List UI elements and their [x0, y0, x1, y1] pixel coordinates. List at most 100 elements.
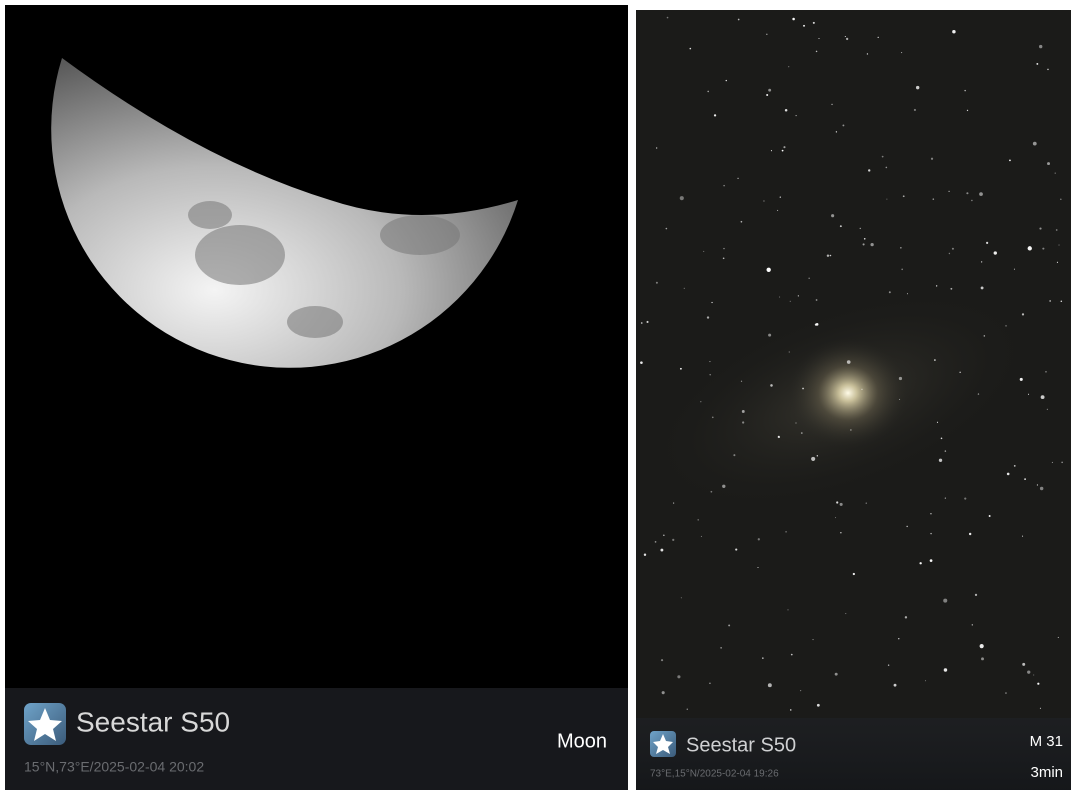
brand: Seestar S50: [686, 734, 796, 756]
star: [1049, 300, 1051, 302]
star: [835, 517, 836, 518]
star: [816, 51, 818, 53]
star: [1007, 473, 1010, 476]
star: [1047, 69, 1049, 71]
star: [899, 399, 900, 400]
star: [934, 359, 936, 361]
star: [1009, 160, 1011, 162]
star: [1005, 692, 1007, 694]
star: [842, 124, 844, 126]
star: [737, 178, 738, 179]
star: [907, 293, 908, 294]
star: [656, 282, 658, 284]
star: [1047, 409, 1048, 410]
star: [660, 549, 663, 552]
star: [757, 567, 758, 568]
star: [792, 18, 795, 21]
star: [684, 288, 685, 289]
star: [1042, 248, 1044, 250]
star: [903, 195, 905, 197]
star: [994, 251, 997, 254]
star: [850, 429, 851, 430]
star: [906, 526, 907, 527]
star: [836, 131, 837, 132]
star: [795, 422, 796, 423]
star: [681, 597, 682, 598]
star: [726, 80, 727, 81]
star: [1040, 708, 1041, 709]
star: [661, 659, 663, 661]
star: [801, 432, 803, 434]
star: [742, 421, 744, 423]
star: [710, 491, 712, 493]
star: [840, 225, 842, 227]
star: [720, 647, 721, 648]
star: [714, 114, 716, 116]
star: [1014, 465, 1016, 467]
location-time: 15°N,73°E/2025-02-04 20:02: [24, 759, 204, 775]
star: [667, 17, 669, 19]
star: [919, 562, 921, 564]
star: [782, 150, 784, 152]
star: [901, 269, 903, 271]
star: [1040, 487, 1043, 490]
star: [1024, 478, 1026, 480]
star: [640, 361, 643, 364]
star: [722, 485, 725, 488]
star: [827, 255, 829, 257]
star: [680, 368, 682, 370]
star: [901, 52, 902, 53]
star: [948, 191, 949, 192]
collage: Seestar S50 15°N,73°E/2025-02-04 20:02 M…: [0, 0, 1071, 790]
star: [791, 654, 793, 656]
exposure: 3min: [1030, 764, 1063, 781]
star: [969, 533, 971, 535]
star: [925, 680, 926, 681]
star: [950, 288, 952, 290]
star: [788, 66, 789, 67]
star: [886, 199, 887, 200]
star: [742, 410, 745, 413]
star: [937, 422, 938, 423]
star: [1037, 683, 1039, 685]
star: [933, 198, 935, 200]
star: [864, 238, 866, 240]
m31-panel: Seestar S50 73°E,15°N/2025-02-04 19:26 M…: [621, 10, 1071, 790]
star: [728, 624, 730, 626]
star: [780, 197, 781, 198]
star: [763, 200, 764, 201]
star: [767, 268, 771, 272]
star: [778, 436, 780, 438]
star: [656, 147, 657, 148]
star: [952, 30, 955, 33]
star: [641, 322, 643, 324]
star: [931, 158, 933, 160]
star: [861, 389, 862, 390]
star: [899, 377, 902, 380]
star: [840, 503, 843, 506]
star: [981, 657, 984, 660]
star: [835, 673, 838, 676]
star: [816, 323, 819, 326]
star: [882, 156, 884, 158]
star: [710, 374, 711, 375]
star: [847, 360, 851, 364]
star: [687, 709, 688, 710]
star: [984, 335, 986, 337]
star: [905, 616, 907, 618]
star: [785, 109, 788, 112]
star: [1022, 313, 1024, 315]
star: [762, 657, 763, 658]
star: [1057, 262, 1058, 263]
star: [673, 503, 674, 504]
star: [790, 301, 791, 302]
star: [863, 243, 865, 245]
star: [741, 221, 743, 223]
star: [813, 22, 815, 24]
target: Moon: [557, 730, 607, 752]
star: [738, 19, 740, 21]
star: [741, 381, 742, 382]
star: [1055, 172, 1056, 173]
star: [898, 638, 899, 639]
star: [989, 515, 991, 517]
